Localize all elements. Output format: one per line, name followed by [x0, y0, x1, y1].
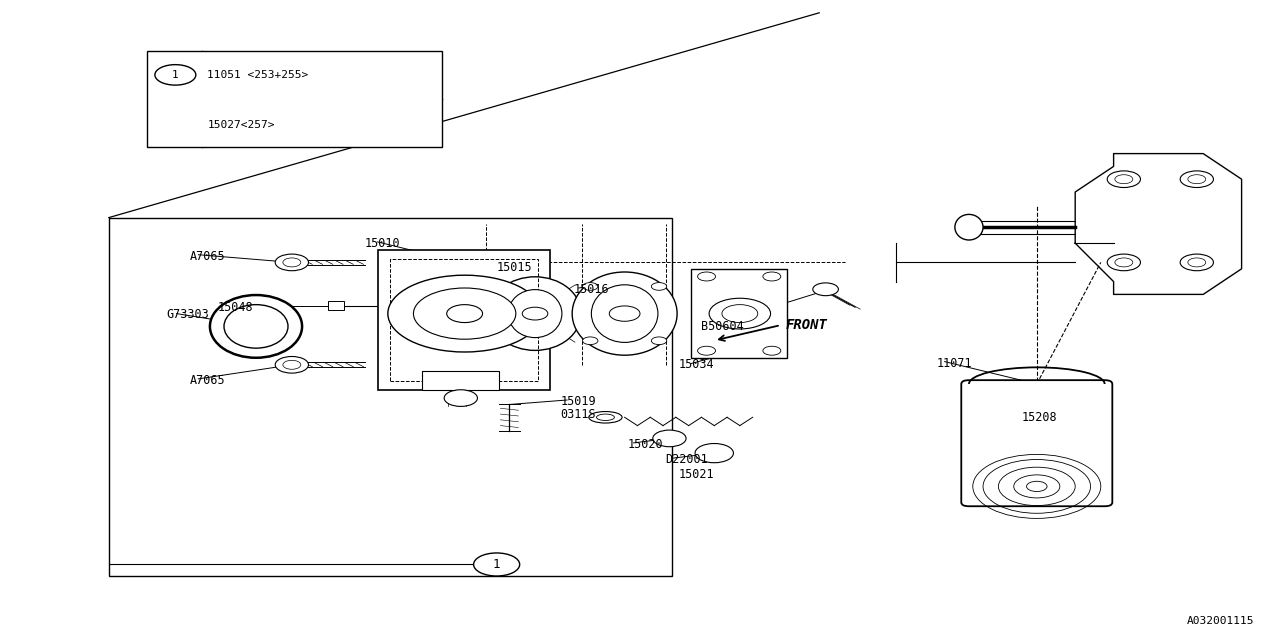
Circle shape [1188, 258, 1206, 267]
Circle shape [275, 254, 308, 271]
Text: A7065: A7065 [189, 250, 225, 262]
FancyBboxPatch shape [147, 51, 442, 147]
Circle shape [763, 272, 781, 281]
Ellipse shape [489, 277, 581, 351]
Circle shape [652, 283, 667, 291]
Text: A032001115: A032001115 [1187, 616, 1254, 626]
Ellipse shape [955, 214, 983, 240]
Text: 15016: 15016 [573, 283, 609, 296]
Circle shape [813, 283, 838, 296]
Circle shape [275, 356, 308, 373]
Text: 1: 1 [493, 558, 500, 571]
Text: 15027<257>: 15027<257> [207, 120, 275, 130]
Text: G73303: G73303 [166, 308, 209, 321]
Text: 11051 <253+255>: 11051 <253+255> [207, 70, 308, 80]
FancyBboxPatch shape [378, 250, 550, 390]
FancyBboxPatch shape [691, 269, 787, 358]
Circle shape [522, 307, 548, 320]
Ellipse shape [508, 290, 562, 338]
Text: 15021: 15021 [678, 468, 714, 481]
Circle shape [474, 553, 520, 576]
Circle shape [1188, 175, 1206, 184]
Circle shape [388, 275, 541, 352]
Text: B50604: B50604 [701, 320, 744, 333]
FancyBboxPatch shape [422, 371, 499, 390]
Text: 15034: 15034 [678, 358, 714, 371]
Circle shape [609, 306, 640, 321]
Ellipse shape [589, 412, 622, 423]
Ellipse shape [210, 295, 302, 358]
Circle shape [1180, 171, 1213, 188]
Text: 0311S: 0311S [561, 408, 596, 421]
Circle shape [582, 337, 598, 344]
Ellipse shape [596, 414, 614, 420]
Circle shape [1115, 258, 1133, 267]
Circle shape [1180, 254, 1213, 271]
Circle shape [413, 288, 516, 339]
Text: 11071: 11071 [937, 357, 973, 370]
Circle shape [722, 305, 758, 323]
Ellipse shape [572, 272, 677, 355]
Circle shape [763, 346, 781, 355]
Circle shape [652, 337, 667, 344]
Text: 15019: 15019 [561, 396, 596, 408]
Circle shape [582, 283, 598, 291]
Circle shape [709, 298, 771, 329]
Text: 15048: 15048 [218, 301, 253, 314]
Circle shape [444, 390, 477, 406]
Text: FRONT: FRONT [786, 318, 828, 332]
FancyBboxPatch shape [328, 301, 344, 310]
Circle shape [1115, 175, 1133, 184]
Text: 1: 1 [172, 70, 179, 80]
Text: 15010: 15010 [365, 237, 401, 250]
Ellipse shape [591, 285, 658, 342]
FancyBboxPatch shape [961, 380, 1112, 506]
Text: 15020: 15020 [627, 438, 663, 451]
Circle shape [698, 346, 716, 355]
Circle shape [653, 430, 686, 447]
Circle shape [695, 444, 733, 463]
Circle shape [698, 272, 716, 281]
Circle shape [283, 258, 301, 267]
Text: 15015: 15015 [497, 261, 532, 274]
Text: 15208: 15208 [1021, 411, 1057, 424]
Text: A7065: A7065 [189, 374, 225, 387]
Circle shape [447, 305, 483, 323]
Circle shape [155, 65, 196, 85]
Circle shape [1107, 171, 1140, 188]
Ellipse shape [224, 305, 288, 348]
Circle shape [283, 360, 301, 369]
Circle shape [1107, 254, 1140, 271]
Text: D22001: D22001 [666, 453, 708, 466]
